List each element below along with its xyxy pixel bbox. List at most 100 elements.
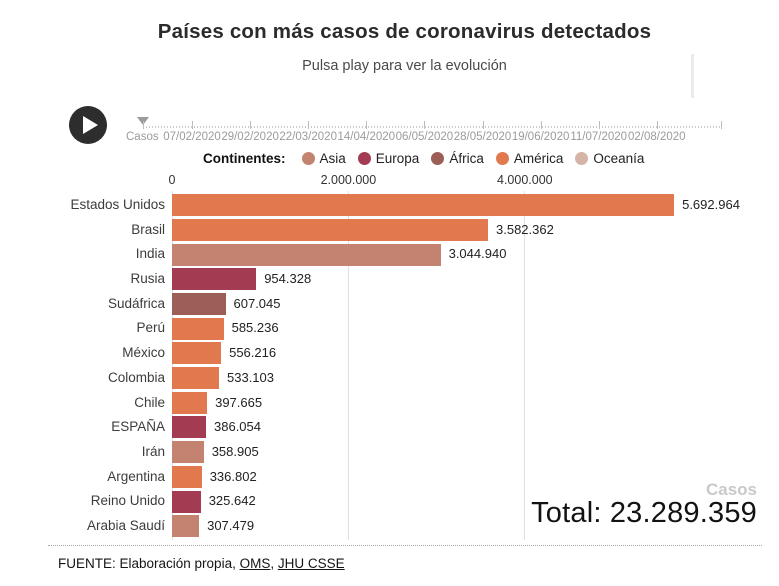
bar-track: 585.236: [172, 316, 779, 341]
bar: [172, 243, 441, 266]
legend-item[interactable]: América: [495, 150, 564, 166]
timeline-date-label: 29/02/2020: [221, 131, 279, 143]
timeline-tick: [250, 121, 252, 129]
value-label: 556.216: [229, 345, 277, 361]
timeline-date-label: 02/08/2020: [628, 131, 686, 143]
chart-row: India 3.044.940: [0, 242, 779, 267]
timeline-tick: [192, 121, 193, 129]
chart-row: Perú 585.236: [0, 316, 779, 341]
timeline-date-label: 07/02/2020: [163, 131, 221, 143]
legend-item[interactable]: África: [431, 151, 484, 166]
timeline-date-label: 19/06/2020: [511, 131, 570, 143]
value-label: 3.044.940: [448, 246, 507, 262]
bar-track: 954.328: [172, 267, 779, 292]
country-label: India: [135, 246, 165, 262]
chart-row: Arabia Saudí 307.479: [0, 514, 779, 539]
timeline-axis-label: Casos: [126, 131, 159, 143]
country-label: Rusia: [130, 271, 165, 287]
continent-color-dot: [357, 151, 371, 165]
continent-color-dot: [575, 151, 589, 165]
scrollbar-artifact: [691, 54, 694, 98]
x-axis-tick-label: 0: [168, 173, 176, 187]
legend-item-label: Asia: [319, 150, 346, 166]
chart-row: México 556.216: [0, 341, 779, 366]
bar-track: 533.103: [172, 366, 779, 391]
value-label: 3.582.362: [496, 221, 554, 237]
bar-track: 336.802: [172, 465, 779, 490]
gridlines: [0, 191, 779, 540]
bar: [172, 293, 226, 316]
source-link-oms[interactable]: OMS: [239, 556, 271, 571]
bar: [172, 342, 222, 365]
bar: [172, 268, 257, 291]
value-label: 307.479: [207, 517, 255, 533]
x-axis-tick-label: 2.000.000: [320, 173, 377, 187]
country-label: ESPAÑA: [111, 419, 165, 435]
continent-color-dot: [431, 151, 445, 165]
legend-item-label: África: [449, 150, 484, 166]
bar: [172, 515, 200, 538]
timeline-date-label: 14/04/2020: [337, 131, 396, 143]
x-axis: 0 2.000.000 4.000.000: [0, 173, 779, 188]
timeline-tick: [143, 121, 144, 129]
bar: [172, 465, 202, 488]
country-label: Brasil: [131, 221, 165, 237]
legend-item[interactable]: Oceanía: [575, 151, 644, 166]
legend-item-label: Europa: [375, 150, 420, 166]
bar: [172, 391, 208, 414]
chart-row: ESPAÑA 386.054: [0, 415, 779, 440]
country-label: Perú: [136, 320, 165, 336]
timeline-date-label: 06/05/2020: [395, 131, 454, 143]
value-label: 325.642: [208, 493, 256, 509]
chart-row: Argentina 336.802: [0, 465, 779, 490]
source-link-jhu[interactable]: JHU CSSE: [277, 556, 345, 571]
timeline-tick: [424, 121, 426, 129]
bar: [172, 367, 219, 390]
chart-row: Estados Unidos 5.692.964: [0, 193, 779, 218]
timeline-date-label: 22/03/2020: [279, 131, 337, 143]
bar: [172, 416, 206, 439]
x-axis-tick-label: 4.000.000: [496, 173, 553, 187]
country-label: Argentina: [107, 468, 165, 484]
play-icon: [83, 116, 98, 134]
timeline-date-label: 11/07/2020: [570, 131, 628, 143]
gridline: [524, 191, 526, 540]
timeline-tick: [540, 121, 542, 129]
continents-legend: Continentes: Asia Europa África América …: [203, 149, 656, 167]
bar-track: 307.479: [172, 514, 779, 539]
bar: [172, 194, 675, 217]
gridline: [347, 191, 349, 540]
bar-track: 325.642: [172, 489, 779, 514]
value-label: 607.045: [233, 295, 281, 311]
timeline-tick: [598, 121, 600, 129]
chart-row: Rusia 954.328: [0, 267, 779, 292]
legend-item[interactable]: Asia: [301, 150, 346, 166]
continent-color-dot: [301, 151, 315, 165]
play-button[interactable]: [69, 106, 107, 144]
value-label: 5.692.964: [682, 197, 740, 212]
country-label: México: [122, 345, 165, 361]
timeline-ruler[interactable]: [143, 121, 722, 129]
country-label: Arabia Saudí: [86, 517, 165, 533]
value-label: 585.236: [231, 320, 279, 336]
bar-track: 3.582.362: [172, 218, 779, 243]
legend-item-label: América: [513, 150, 564, 166]
value-label: 336.802: [209, 468, 257, 484]
timeline-tickline: [143, 126, 722, 128]
value-label: 358.905: [211, 443, 259, 459]
country-label: Chile: [134, 394, 165, 410]
bar: [172, 441, 204, 464]
country-label: Sudáfrica: [107, 295, 165, 311]
source-line: FUENTE: Elaboración propia, OMS, JHU CSS…: [58, 556, 345, 571]
country-label: Estados Unidos: [70, 197, 165, 212]
value-label: 954.328: [264, 271, 312, 287]
chart-row: Chile 397.665: [0, 391, 779, 416]
casos-watermark: Casos: [705, 480, 757, 499]
value-label: 386.054: [214, 419, 261, 435]
timeline-tick: [308, 121, 310, 129]
continent-color-dot: [495, 151, 509, 165]
bar-track: 358.905: [172, 440, 779, 465]
chart-row: Irán 358.905: [0, 440, 779, 465]
legend-item[interactable]: Europa: [357, 150, 420, 166]
source-prefix: FUENTE: Elaboración propia,: [58, 556, 240, 571]
